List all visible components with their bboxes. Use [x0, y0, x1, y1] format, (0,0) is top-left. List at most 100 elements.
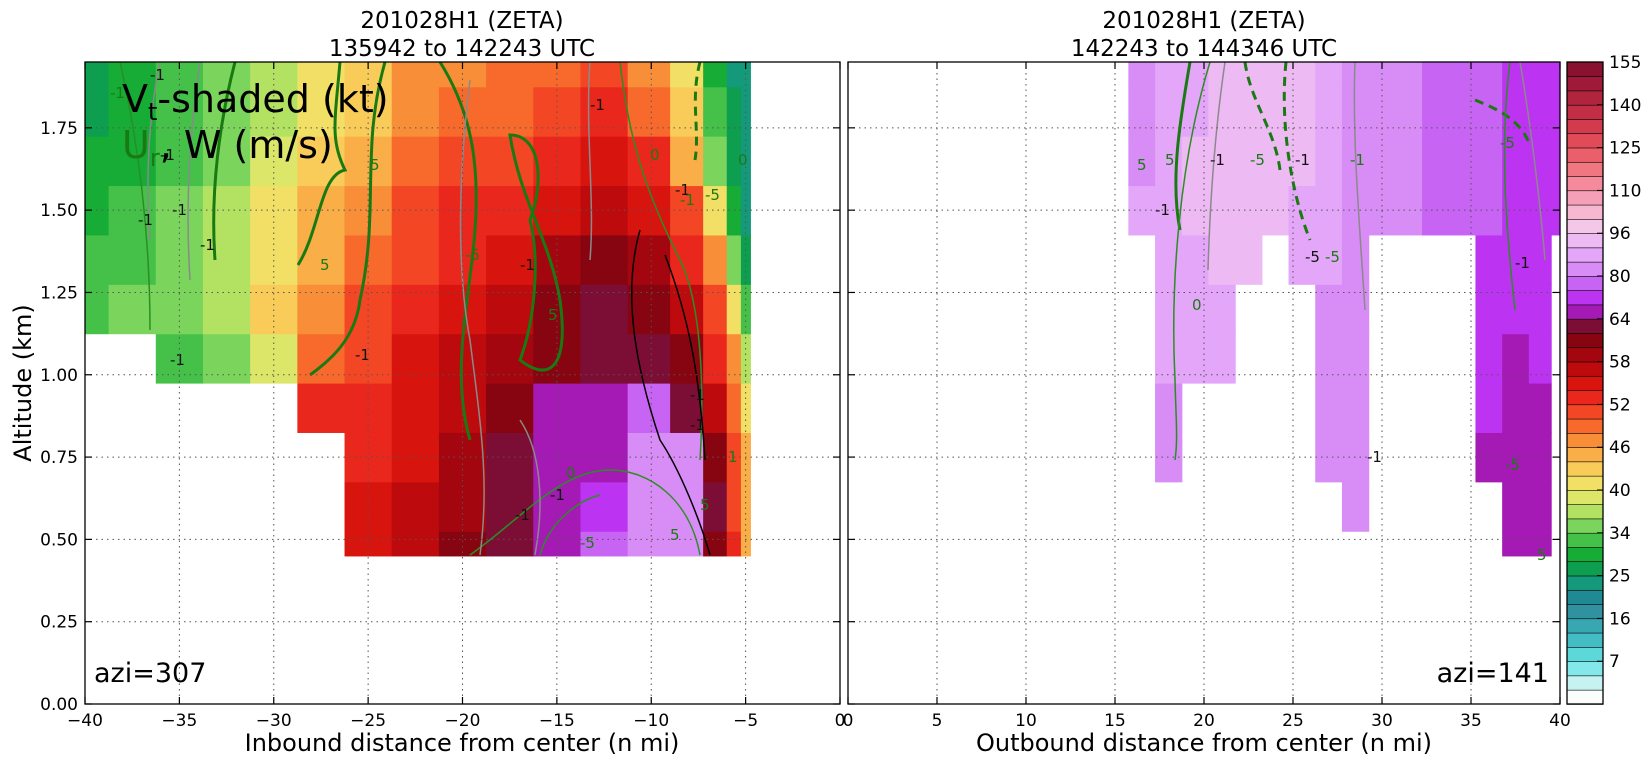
heatmap-cell [740, 383, 751, 433]
heatmap-cell [391, 136, 440, 187]
heatmap-cell [627, 333, 671, 384]
colorbar-swatch [1566, 261, 1604, 277]
heatmap-cell [627, 234, 671, 285]
heatmap-cell [1502, 284, 1530, 335]
heatmap-cell [1235, 234, 1263, 285]
colorbar-swatch [1566, 503, 1604, 520]
left-title-line1: 201028H1 (ZETA) [360, 8, 563, 34]
heatmap-cell [391, 284, 440, 335]
heatmap-cell [627, 86, 671, 137]
heatmap-cell [486, 383, 534, 433]
heatmap-cell [1341, 185, 1370, 236]
heatmap-cell [1475, 185, 1503, 236]
colorbar-tick-label: 64 [1609, 310, 1631, 330]
heatmap-cell [1502, 234, 1530, 285]
heatmap-cell [1528, 136, 1552, 187]
right-azimuth: azi=141 [1437, 658, 1549, 689]
heatmap-cell [703, 86, 728, 137]
heatmap-cell [391, 481, 440, 532]
contour-label: -1 [1367, 448, 1382, 466]
contour-label: 5 [370, 156, 380, 174]
heatmap-cell [391, 531, 440, 557]
colorbar-swatch [1566, 489, 1604, 505]
x-tick-label: −40 [67, 711, 103, 731]
contour-label: -5 [1500, 134, 1515, 152]
heatmap-cell [202, 234, 251, 285]
right-ticks: 0 5 10 15 20 25 30 35 40 [843, 62, 1571, 731]
heatmap-cell [85, 234, 110, 285]
heatmap-cell [1208, 333, 1236, 384]
contour-label: -5 [1505, 456, 1520, 474]
right-title-line1: 201028H1 (ZETA) [1102, 8, 1305, 34]
heatmap-cell [726, 481, 742, 532]
colorbar-swatch [1566, 304, 1604, 320]
colorbar-swatch [1566, 432, 1604, 448]
colorbar-swatch [1566, 589, 1604, 605]
contour-label: 5 [320, 256, 330, 274]
heatmap-cell [1155, 86, 1183, 137]
colorbar-tick-label: 110 [1609, 181, 1641, 201]
heatmap-cell [297, 185, 346, 236]
colorbar-swatch [1566, 218, 1604, 234]
heatmap-cell [1315, 284, 1343, 335]
heatmap-cell [1315, 86, 1343, 137]
y-tick-label: 1.25 [40, 283, 78, 303]
heatmap-cell [726, 531, 742, 557]
contour-label: -5 [705, 186, 720, 204]
heatmap-cell [297, 284, 346, 335]
heatmap-cell [297, 234, 346, 285]
heatmap-cell [703, 383, 728, 433]
right-contours: 5 5 -1 -1 -1 -5 -1 -5 -5 5 -5 -1 0 -1 -5 [1137, 62, 1547, 564]
colorbar-swatch [1566, 389, 1604, 406]
heatmap-cell [202, 185, 251, 236]
heatmap-cell [670, 86, 704, 137]
x-tick-label: 10 [1015, 711, 1037, 731]
heatmap-cell [391, 383, 440, 433]
heatmap-cell [1368, 185, 1423, 236]
heatmap-cell [670, 481, 704, 532]
heatmap-cell [1261, 185, 1290, 236]
contour-label: -1 [138, 211, 153, 229]
heatmap-cell [726, 284, 742, 335]
contour-label: 5 [548, 306, 558, 324]
contour-label: 5 [1137, 156, 1147, 174]
contour-label: -5 [1325, 248, 1340, 266]
x-tick-label: 20 [1193, 711, 1215, 731]
colorbar-tick-label: 34 [1609, 524, 1631, 544]
colorbar-swatch [1566, 247, 1604, 263]
colorbar-tick-label: 58 [1609, 353, 1631, 373]
heatmap-cell [1208, 284, 1236, 335]
colorbar-swatch [1566, 90, 1604, 106]
left-ticks: −40 −35 −30 −25 −20 −15 −10 −5 0 0.00 0.25 0.50 0.75… [40, 62, 845, 731]
heatmap-cell [1341, 333, 1370, 384]
heatmap-cell [1155, 284, 1183, 335]
y-tick-label: 0.00 [40, 695, 78, 715]
colorbar-swatch [1566, 461, 1604, 477]
heatmap-cell [1528, 333, 1552, 384]
heatmap-cell [1475, 383, 1503, 433]
heatmap-cell [1315, 62, 1343, 88]
heatmap-cell [1502, 383, 1530, 433]
x-tick-label: 25 [1282, 711, 1304, 731]
heatmap-cell [391, 234, 440, 285]
heatmap-cell [740, 284, 751, 335]
contour-label: 5 [670, 526, 680, 544]
heatmap-cell [580, 234, 629, 285]
colorbar-swatch [1566, 561, 1604, 577]
heatmap-cell [1128, 86, 1156, 137]
x-tick-label: 0 [843, 711, 854, 731]
colorbar-swatch [1566, 603, 1604, 620]
heatmap-cell [740, 234, 751, 285]
heatmap-cell [1528, 531, 1552, 557]
contour-label: 0 [738, 151, 748, 169]
left-title-line2: 135942 to 142243 UTC [329, 36, 595, 62]
x-tick-label: −25 [350, 711, 386, 731]
colorbar-tick-label: 25 [1609, 567, 1631, 587]
colorbar-swatch [1566, 375, 1604, 391]
colorbar-swatch [1566, 689, 1604, 705]
colorbar-swatch [1566, 232, 1604, 249]
x-tick-label: −15 [539, 711, 575, 731]
colorbar-swatch [1566, 75, 1604, 92]
colorbar-swatch [1566, 532, 1604, 548]
